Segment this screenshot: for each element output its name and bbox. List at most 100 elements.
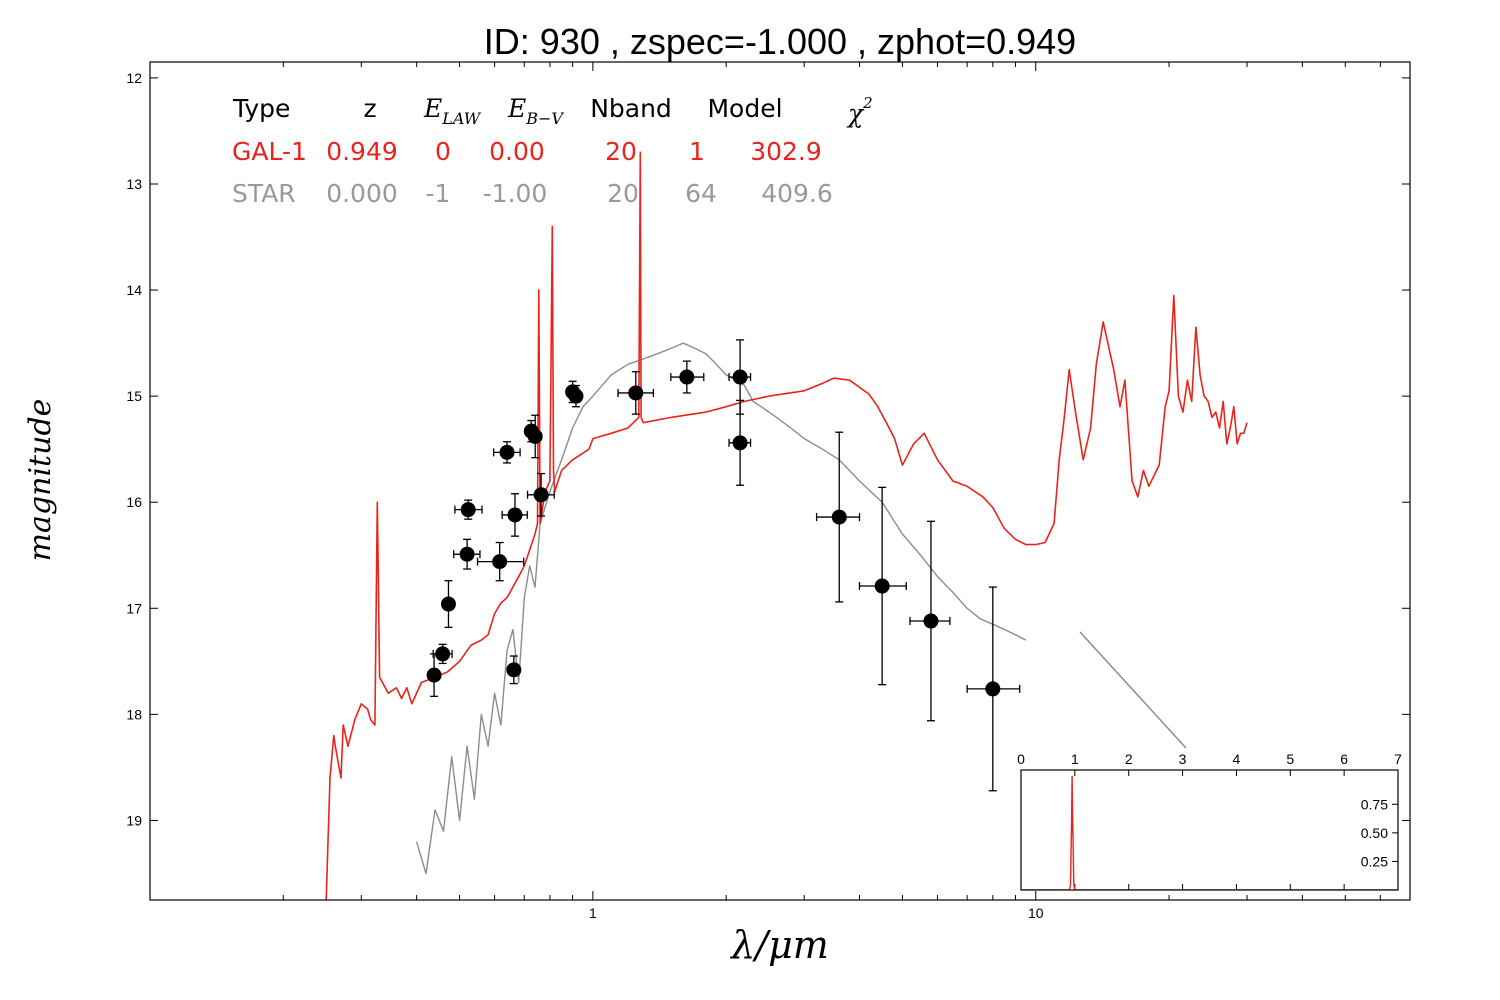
data-point [568, 384, 584, 408]
y-tick-label: 12 [126, 70, 142, 86]
row-galaxy-nband: 20 [605, 137, 637, 166]
data-point [617, 371, 655, 415]
header-elaw-sub: LAW [441, 109, 482, 128]
data-point-marker [985, 681, 1001, 697]
inset-pdf-line [1021, 775, 1398, 890]
inset-background [1021, 770, 1398, 890]
inset-x-tick-label: 6 [1340, 751, 1348, 767]
data-point-marker [831, 509, 847, 525]
data-point-marker [440, 596, 456, 612]
main-series-layer [325, 151, 1248, 900]
photometry-points [426, 339, 1021, 792]
data-point [526, 472, 555, 517]
y-tick-label: 16 [126, 494, 142, 510]
row-galaxy-ebv: 0.00 [489, 137, 545, 166]
y-tick-label: 15 [126, 388, 142, 404]
series-line-star [415, 342, 1027, 875]
header-z: z [363, 94, 376, 123]
row-star-z: 0.000 [326, 179, 398, 208]
header-ebv: EB−V [507, 94, 564, 128]
data-point [432, 643, 453, 665]
row-star-type: STAR [232, 179, 296, 208]
data-point [728, 399, 752, 486]
x-axis-label: λ/μm [729, 923, 829, 967]
chart-title: ID: 930 , zspec=-1.000 , zphot=0.949 [484, 21, 1076, 62]
data-point [453, 538, 481, 570]
table-row-star: STAR 0.000 -1 -1.00 20 64 409.6 [232, 179, 833, 208]
data-point [501, 493, 528, 537]
inset-connector-line [1079, 631, 1187, 749]
inset-x-tick-label: 7 [1394, 751, 1402, 767]
inset-frame [1020, 769, 1399, 891]
y-tick-label: 19 [126, 812, 142, 828]
y-tick-label: 13 [126, 176, 142, 192]
y-tick-label: 14 [126, 282, 142, 298]
inset-y-tick-label: 0.25 [1361, 853, 1388, 869]
data-point [966, 586, 1021, 792]
row-star-model: 64 [685, 179, 717, 208]
header-model: Model [707, 94, 782, 123]
header-chi2-sup: 2 [862, 94, 873, 112]
row-galaxy-z: 0.949 [326, 137, 398, 166]
x-tick-label: 1 [589, 905, 597, 921]
inset-series-layer [1021, 775, 1398, 890]
data-point-marker [459, 546, 475, 562]
inset-y-tick-label: 0.75 [1361, 796, 1388, 812]
row-galaxy-elaw: 0 [435, 137, 451, 166]
data-point-marker [506, 662, 522, 678]
data-point [815, 431, 861, 603]
header-chi2-base: χ [846, 99, 865, 128]
header-elaw: ELAW [423, 94, 482, 128]
data-point [506, 655, 522, 685]
row-galaxy-chi2: 302.9 [750, 137, 822, 166]
data-point [527, 414, 543, 459]
data-point-marker [628, 385, 644, 401]
header-chi2: χ2 [846, 94, 873, 128]
data-point-marker [679, 369, 695, 385]
row-star-chi2: 409.6 [761, 179, 833, 208]
header-type: Type [232, 94, 290, 123]
inset-x-tick-label: 1 [1071, 751, 1079, 767]
header-ebv-base: E [507, 94, 526, 123]
plot-frame [149, 61, 1411, 901]
inset-y-tick-label: 0.50 [1361, 825, 1388, 841]
data-point [440, 580, 456, 629]
header-ebv-sub: B−V [525, 109, 564, 128]
data-point-marker [568, 388, 584, 404]
data-point [476, 541, 525, 582]
y-tick-label: 17 [126, 600, 142, 616]
data-point-marker [732, 435, 748, 451]
header-nband: Nband [590, 94, 672, 123]
data-point [454, 499, 483, 520]
data-point-marker [507, 507, 523, 523]
inset-x-tick-label: 5 [1286, 751, 1294, 767]
data-point [670, 360, 705, 394]
data-point-marker [874, 578, 890, 594]
row-star-elaw: -1 [426, 179, 451, 208]
row-galaxy-type: GAL-1 [232, 137, 307, 166]
inset-x-tick-label: 3 [1179, 751, 1187, 767]
y-axis-label: magnitude [23, 399, 58, 562]
row-galaxy-model: 1 [689, 137, 705, 166]
data-point-marker [533, 487, 549, 503]
data-point-marker [527, 428, 543, 444]
inset-axis-ticks: 0 1 2 3 4 5 6 7 0.25 0.50 0.75 [1017, 751, 1402, 890]
data-point-marker [732, 369, 748, 385]
data-point-marker [426, 667, 442, 683]
x-tick-label: 10 [1028, 905, 1044, 921]
y-tick-label: 18 [126, 706, 142, 722]
fit-summary-table: Type z ELAW EB−V Nband Model χ2 GAL-1 0.… [232, 94, 873, 208]
data-point [858, 486, 907, 686]
table-row-galaxy: GAL-1 0.949 0 0.00 20 1 302.9 [232, 137, 822, 166]
data-point-marker [923, 613, 939, 629]
header-elaw-base: E [423, 94, 442, 123]
inset-x-tick-label: 4 [1233, 751, 1241, 767]
data-point [909, 520, 951, 722]
row-star-nband: 20 [607, 179, 639, 208]
inset-x-tick-label: 0 [1017, 751, 1025, 767]
data-point-marker [435, 646, 451, 662]
inset-x-tick-label: 2 [1125, 751, 1133, 767]
row-star-ebv: -1.00 [483, 179, 548, 208]
